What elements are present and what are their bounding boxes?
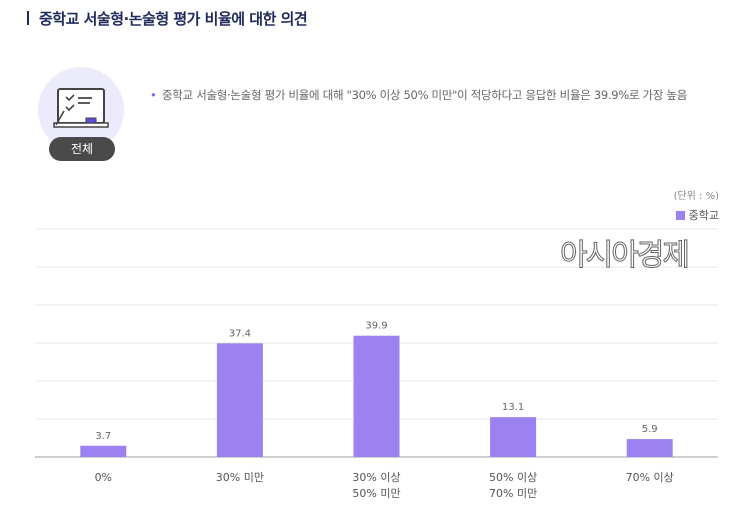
legend-swatch bbox=[675, 211, 685, 220]
page-title-text: 중학교 서술형·논술형 평가 비율에 대한 의견 bbox=[39, 10, 308, 28]
x-tick-label: 0% bbox=[95, 471, 112, 484]
summary-bullet: • 중학교 서술형·논술형 평가 비율에 대해 "30% 이상 50% 미만"이… bbox=[150, 86, 720, 104]
x-tick-label: 30% 이상 bbox=[352, 471, 400, 484]
x-tick-label: 70% 미만 bbox=[489, 487, 537, 500]
bar bbox=[216, 343, 263, 457]
data-label: 3.7 bbox=[95, 431, 111, 442]
legend-label: 중학교 bbox=[688, 209, 719, 222]
summary-text: 중학교 서술형·논술형 평가 비율에 대해 "30% 이상 50% 미만"이 적… bbox=[162, 88, 688, 102]
x-tick-label: 50% 미만 bbox=[352, 487, 400, 500]
data-label: 39.9 bbox=[365, 321, 387, 332]
data-label: 37.4 bbox=[229, 328, 251, 339]
data-label: 13.1 bbox=[502, 402, 524, 413]
data-label: 5.9 bbox=[642, 424, 658, 435]
x-tick-label: 50% 이상 bbox=[489, 471, 537, 484]
x-tick-label: 70% 이상 bbox=[626, 471, 674, 484]
page-title: 중학교 서술형·논술형 평가 비율에 대한 의견 bbox=[27, 8, 308, 29]
unit-label: (단위 : %) bbox=[673, 191, 719, 202]
scope-badge: 전체 bbox=[49, 137, 115, 161]
title-accent-bar bbox=[27, 11, 29, 25]
bar bbox=[80, 445, 127, 457]
whiteboard-checklist-icon bbox=[38, 67, 124, 153]
bullet-icon: • bbox=[150, 88, 157, 102]
bar bbox=[626, 439, 673, 457]
bar bbox=[353, 335, 400, 457]
x-tick-label: 30% 미만 bbox=[216, 471, 264, 484]
legend: 중학교 bbox=[675, 207, 719, 223]
bar bbox=[490, 417, 537, 457]
watermark-logo: 아시아경제 bbox=[560, 238, 691, 274]
